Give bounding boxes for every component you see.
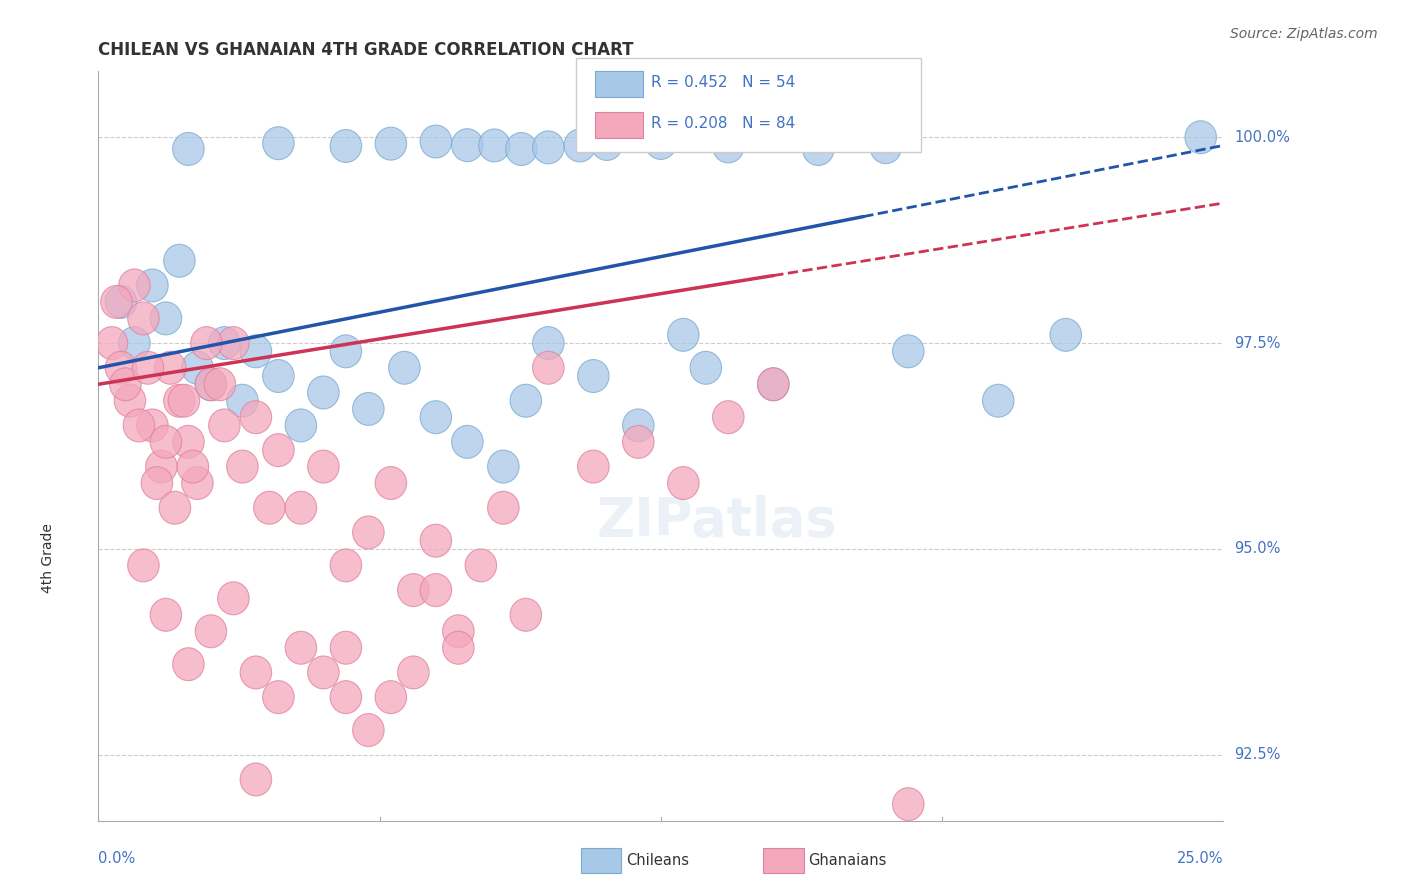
Text: 100.0%: 100.0% xyxy=(1234,129,1291,145)
Text: R = 0.452   N = 54: R = 0.452 N = 54 xyxy=(651,76,796,90)
Text: Source: ZipAtlas.com: Source: ZipAtlas.com xyxy=(1230,27,1378,41)
Text: Ghanaians: Ghanaians xyxy=(808,854,887,868)
Text: ZIPatlas: ZIPatlas xyxy=(596,495,838,547)
Text: 97.5%: 97.5% xyxy=(1234,335,1281,351)
Text: CHILEAN VS GHANAIAN 4TH GRADE CORRELATION CHART: CHILEAN VS GHANAIAN 4TH GRADE CORRELATIO… xyxy=(98,41,634,59)
Text: 25.0%: 25.0% xyxy=(1177,851,1223,866)
Text: 0.0%: 0.0% xyxy=(98,851,135,866)
FancyBboxPatch shape xyxy=(763,848,804,873)
Text: 95.0%: 95.0% xyxy=(1234,541,1281,557)
Text: Chileans: Chileans xyxy=(626,854,689,868)
Text: 4th Grade: 4th Grade xyxy=(41,524,55,593)
Text: R = 0.208   N = 84: R = 0.208 N = 84 xyxy=(651,117,796,131)
FancyBboxPatch shape xyxy=(595,71,643,97)
FancyBboxPatch shape xyxy=(576,58,921,152)
FancyBboxPatch shape xyxy=(581,848,621,873)
FancyBboxPatch shape xyxy=(595,112,643,138)
Text: 92.5%: 92.5% xyxy=(1234,747,1281,763)
